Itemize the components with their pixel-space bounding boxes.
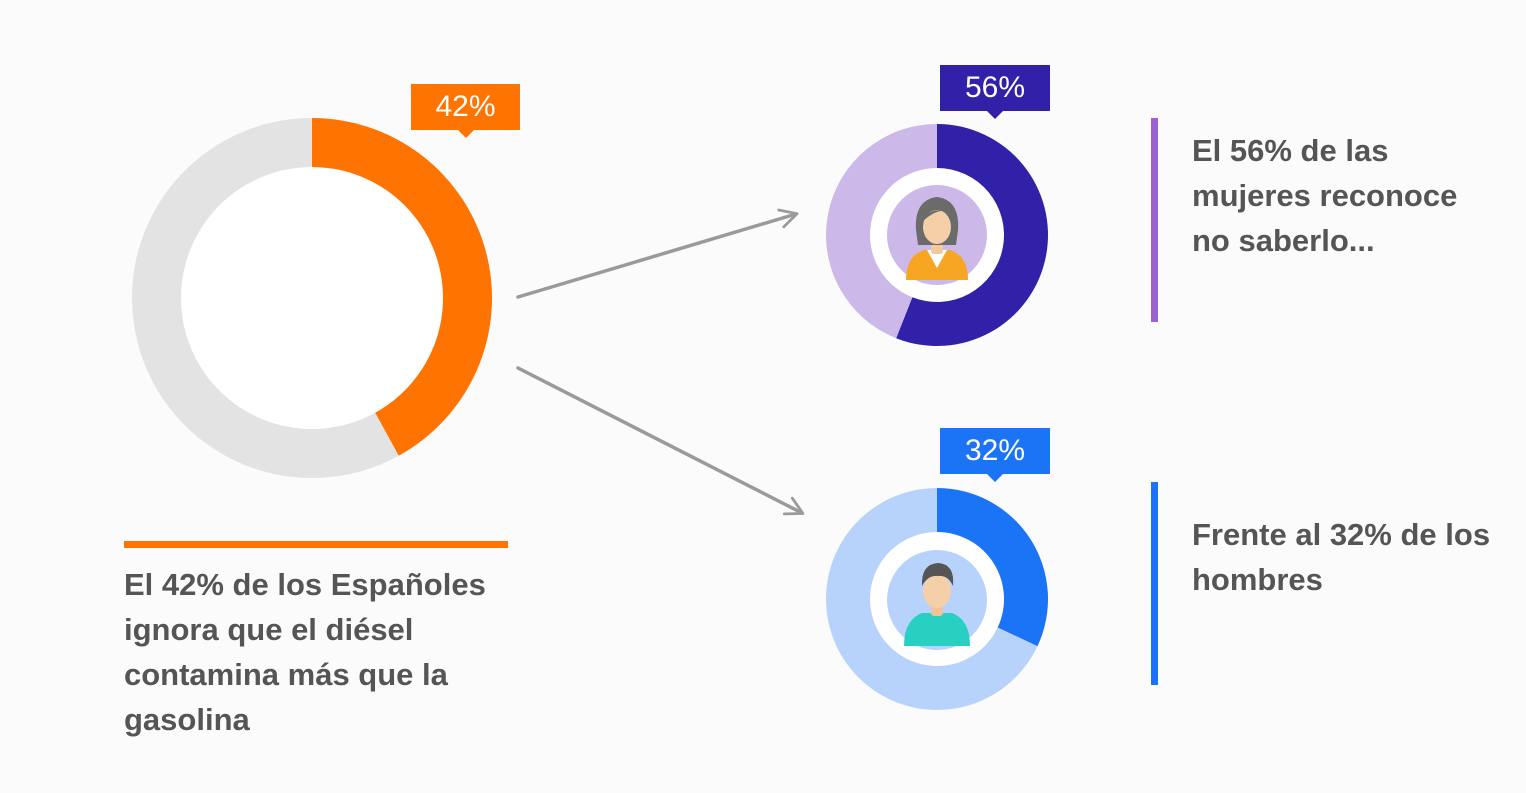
divider-men bbox=[1151, 482, 1158, 685]
caption-men: Frente al 32% de los hombres bbox=[1192, 517, 1491, 597]
slice-main-rest bbox=[132, 118, 399, 478]
caption-women: El 56% de las mujeres reconoce no saberl… bbox=[1192, 133, 1458, 258]
divider-main bbox=[124, 541, 508, 548]
slice-women-rest bbox=[826, 124, 937, 339]
slice-men-32 bbox=[937, 488, 1048, 647]
arrow-to-women bbox=[516, 208, 799, 299]
data-label-main: 42% bbox=[411, 84, 520, 138]
data-label-men: 32% bbox=[940, 428, 1050, 482]
data-label-women: 56% bbox=[940, 65, 1050, 119]
slice-main-42 bbox=[312, 118, 493, 456]
donut-chart-main bbox=[132, 118, 493, 478]
donut-hole bbox=[181, 167, 443, 429]
woman-avatar-icon bbox=[887, 185, 987, 285]
divider-women bbox=[1151, 118, 1158, 322]
arrow-to-men bbox=[516, 366, 805, 516]
man-avatar-icon bbox=[887, 550, 987, 650]
caption-main: El 42% de los Españoles ignora que el di… bbox=[124, 567, 486, 737]
slice-men-rest bbox=[825, 488, 1038, 711]
slice-women-56 bbox=[896, 124, 1049, 346]
